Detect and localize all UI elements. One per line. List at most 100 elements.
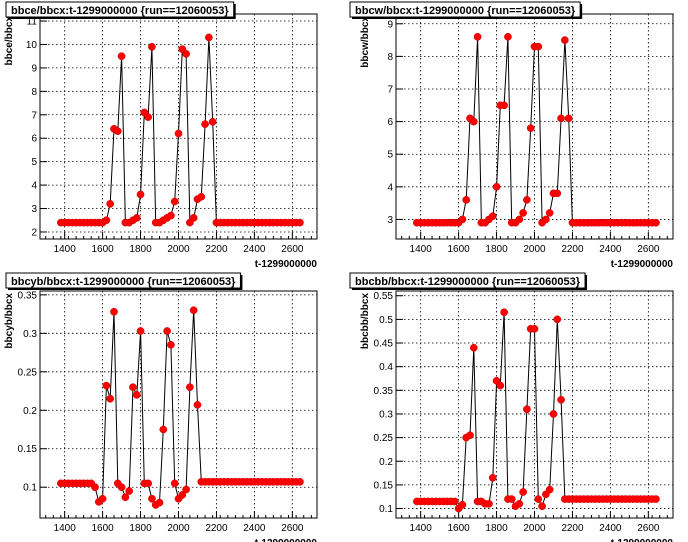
data-point bbox=[208, 117, 217, 126]
data-point bbox=[136, 190, 145, 199]
data-point bbox=[500, 101, 508, 110]
x-tick-label: 2200 bbox=[205, 523, 228, 534]
y-tick-label: 0.3 bbox=[23, 329, 37, 340]
data-point bbox=[469, 117, 478, 126]
data-point bbox=[496, 381, 505, 390]
data-point bbox=[530, 324, 539, 333]
y-tick-label: 0.55 bbox=[374, 291, 394, 302]
data-point bbox=[545, 485, 554, 494]
data-point bbox=[458, 215, 467, 224]
x-tick-label: 1600 bbox=[447, 244, 470, 255]
x-tick-label: 2200 bbox=[205, 244, 228, 255]
x-tick-label: 1800 bbox=[485, 523, 508, 534]
y-tick-label: 3 bbox=[387, 215, 393, 226]
data-point bbox=[500, 308, 508, 317]
data-point bbox=[163, 327, 171, 335]
y-tick-label: 0.3 bbox=[379, 409, 393, 420]
data-point bbox=[526, 124, 535, 132]
chart-title: bbcyb/bbcx:t-1299000000 {run==12060053} bbox=[5, 272, 243, 290]
y-tick-label: 5 bbox=[387, 150, 393, 161]
data-point bbox=[102, 216, 111, 225]
data-point bbox=[485, 499, 493, 508]
data-point bbox=[519, 209, 527, 217]
x-axis-label: t-1299000000 bbox=[611, 538, 674, 542]
data-point bbox=[557, 114, 565, 123]
data-point bbox=[523, 405, 531, 414]
data-point bbox=[450, 497, 459, 506]
y-tick-label: 2 bbox=[31, 227, 37, 238]
title-box bbox=[349, 272, 586, 289]
x-tick-label: 2600 bbox=[637, 244, 660, 255]
series-line bbox=[416, 36, 656, 224]
y-tick-label: 0.25 bbox=[18, 367, 38, 378]
x-tick-label: 2000 bbox=[167, 523, 190, 534]
y-tick-label: 0.35 bbox=[18, 290, 38, 301]
x-axis-label: t-1299000000 bbox=[611, 259, 674, 270]
data-point bbox=[515, 215, 524, 224]
y-axis-label: bbcyb/bbcx bbox=[4, 293, 15, 349]
x-tick-label: 2600 bbox=[637, 523, 660, 534]
x-axis-label: t-1299000000 bbox=[255, 538, 318, 542]
x-tick-label: 1600 bbox=[447, 523, 470, 534]
data-point bbox=[561, 36, 569, 44]
data-point bbox=[488, 473, 497, 482]
y-tick-label: 0.1 bbox=[379, 504, 393, 515]
data-point bbox=[553, 189, 562, 198]
y-tick-label: 0.2 bbox=[23, 406, 37, 417]
series-line bbox=[60, 37, 300, 224]
y-tick-label: 0.15 bbox=[18, 444, 38, 455]
y-tick-label: 11 bbox=[27, 17, 38, 28]
y-tick-label: 7 bbox=[31, 110, 37, 121]
data-point bbox=[553, 315, 562, 324]
data-point bbox=[132, 391, 141, 399]
data-point bbox=[155, 498, 164, 507]
chart-svg-bbce: 1400 1600 1800 2000 2200 2400 2600 2 3 4 5 6 7 8 9 10 11… bbox=[4, 1, 318, 270]
data-point bbox=[197, 192, 206, 201]
y-axis-label: bbcbb/bbcx bbox=[360, 293, 371, 350]
data-point bbox=[148, 42, 156, 51]
data-point bbox=[167, 211, 175, 220]
data-point bbox=[148, 494, 156, 503]
data-point bbox=[462, 196, 471, 204]
y-tick-label: 0.1 bbox=[23, 483, 37, 494]
data-point bbox=[189, 214, 198, 222]
y-tick-label: 7 bbox=[387, 85, 393, 96]
data-point bbox=[182, 485, 190, 494]
data-point bbox=[106, 199, 115, 208]
plot-frame bbox=[39, 290, 318, 519]
data-point bbox=[113, 127, 122, 136]
data-point bbox=[144, 479, 152, 488]
x-tick-label: 1400 bbox=[410, 244, 433, 255]
data-point bbox=[125, 487, 134, 495]
data-point bbox=[534, 495, 543, 503]
data-point bbox=[564, 114, 573, 123]
data-point bbox=[110, 307, 118, 316]
data-point bbox=[504, 32, 512, 41]
data-point bbox=[129, 383, 137, 392]
x-tick-label: 2400 bbox=[243, 244, 266, 255]
y-tick-label: 3 bbox=[31, 204, 37, 215]
data-point bbox=[466, 431, 474, 440]
y-tick-label: 0.15 bbox=[374, 480, 394, 491]
data-point bbox=[186, 383, 194, 392]
y-tick-label: 4 bbox=[387, 182, 393, 193]
data-point bbox=[170, 197, 179, 206]
x-tick-label: 2400 bbox=[599, 244, 622, 255]
x-tick-label: 1600 bbox=[91, 523, 114, 534]
x-tick-label: 2200 bbox=[561, 523, 584, 534]
chart-title: bbcw/bbcx:t-1299000000 {run==12060053} bbox=[349, 1, 583, 19]
chart-title: bbce/bbcx:t-1299000000 {run==12060053} bbox=[5, 1, 236, 19]
data-point bbox=[492, 182, 501, 191]
x-tick-label: 1400 bbox=[54, 244, 77, 255]
data-point bbox=[159, 425, 168, 434]
chart-title-text: bbcbb/bbcx:t-1299000000 {run==12060053} bbox=[355, 276, 581, 288]
x-tick-label: 2000 bbox=[523, 523, 546, 534]
data-point bbox=[469, 343, 478, 352]
y-axis-label: bbce/bbcx bbox=[4, 16, 15, 66]
data-point bbox=[182, 49, 190, 58]
series-line bbox=[60, 310, 300, 506]
chart-svg-bbcyb: 1400 1600 1800 2000 2200 2400 2600 0.1 0.15 0.2 0.… bbox=[4, 272, 318, 542]
data-point bbox=[549, 410, 558, 418]
data-point bbox=[144, 113, 152, 121]
chart-title-text: bbcyb/bbcx:t-1299000000 {run==12060053} bbox=[11, 276, 236, 288]
